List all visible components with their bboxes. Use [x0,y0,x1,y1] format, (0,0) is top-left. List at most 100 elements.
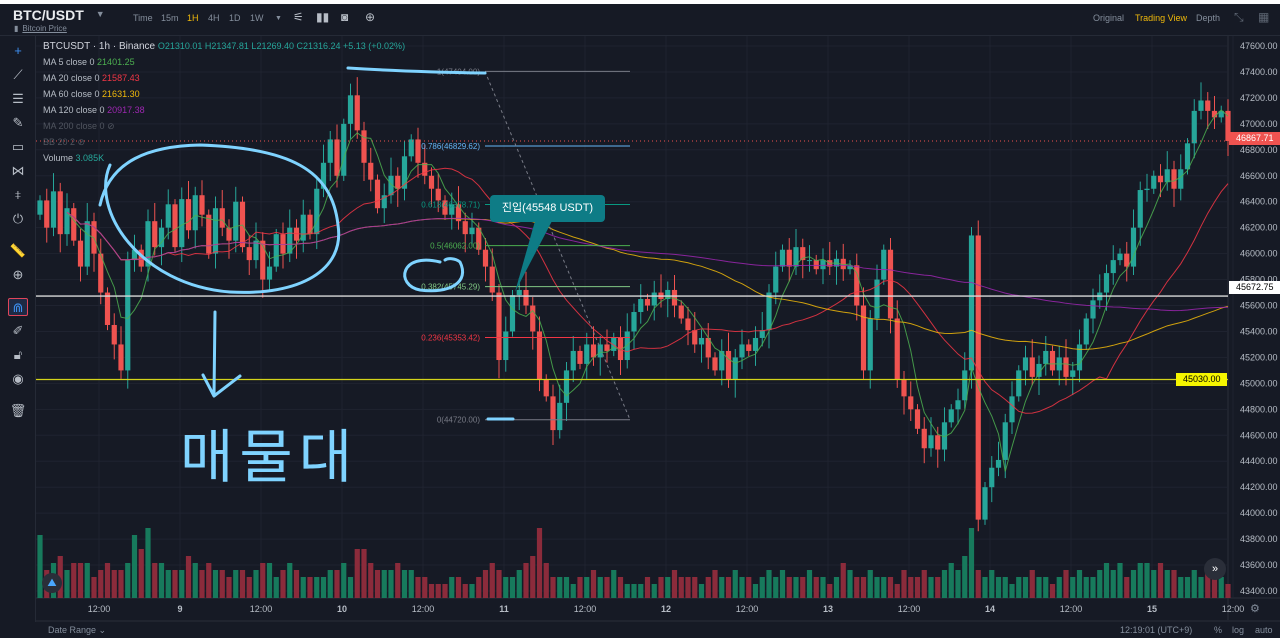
fib-level-label: 0.786(46829.62) [421,142,480,151]
timeframe-dropdown-icon[interactable]: ▼ [275,15,282,22]
candle-body [482,249,489,267]
indicators-settings-icon[interactable]: ⚟ [293,10,304,24]
pair-selector[interactable]: BTC/USDT ▼ [13,7,105,23]
candle-body [226,227,232,241]
ruler-icon[interactable]: 📏 [9,243,27,258]
candle-body [732,357,738,380]
volume-bar [1218,577,1224,598]
view-depth[interactable]: Depth [1196,13,1221,23]
volume-bar [320,577,327,598]
percent-toggle[interactable]: % [1214,625,1223,635]
log-toggle[interactable]: log [1232,625,1245,635]
candle-body [604,344,610,351]
date-range-button[interactable]: Date Range ⌄ [48,625,107,635]
candle-body [233,201,239,241]
candle-body [172,204,178,248]
volume-bar [975,570,981,598]
y-tick-label: 44600.00 [1240,430,1278,440]
volume-bar [671,570,678,598]
volume-bar [1063,570,1069,598]
candle-body [584,344,590,364]
x-tick-label: 12:00 [1060,604,1083,614]
volume-bar [388,570,394,598]
candle-body [104,292,111,325]
add-indicator-icon[interactable]: ⊕ [365,10,376,24]
candle-body [867,318,873,371]
volume-bar [489,563,495,598]
lock-icon[interactable]: 🔓︎ [13,347,23,362]
candle-type-icon[interactable]: ▮▮ [316,10,330,24]
ma-value: 21631.30 [102,89,140,99]
volume-bar [894,584,900,598]
candle-body [185,199,192,231]
tab-time[interactable]: Time [133,13,153,23]
volume-bar [354,549,360,598]
volume-bar [77,563,84,598]
volume-bar [307,577,313,598]
tab-1w[interactable]: 1W [250,13,264,23]
text-note-icon[interactable]: ▭ [11,139,25,154]
lock-drawing-icon[interactable]: ✐ [12,323,24,338]
candle-body [381,195,387,209]
y-tick-label: 43400.00 [1240,586,1278,596]
candle-body [995,459,1002,468]
auto-toggle[interactable]: auto [1255,625,1273,635]
volume-bar [1036,577,1042,598]
volume-bar [557,577,563,598]
volume-bar [1124,577,1130,598]
scroll-to-latest-button[interactable]: » [1204,558,1226,580]
y-tick-label: 44400.00 [1240,456,1278,466]
x-tick-label: 10 [337,604,347,614]
tab-1d[interactable]: 1D [229,13,241,23]
volume-bar [503,577,509,598]
camera-icon[interactable]: ◙ [341,10,349,24]
ma-label: MA 20 close 0 [43,73,100,83]
volume-bar [111,570,117,598]
volume-bar [192,563,198,598]
info-icon: ▮ [14,24,19,33]
volume-bar [617,577,624,598]
candle-body [624,331,630,361]
eye-slash-icon[interactable]: ⊘ [77,137,86,147]
candle-body [597,344,603,358]
candle-body [1205,100,1211,111]
volume-bar [604,577,610,598]
magnet-icon[interactable]: ⋒ [8,298,28,316]
zoom-in-icon[interactable]: ⊕ [12,267,24,282]
brush-icon[interactable]: ✎ [12,115,24,130]
pattern-icon[interactable]: ⋈ [11,163,25,178]
candle-body [503,331,509,361]
candle-body [820,260,826,270]
candle-body [341,123,347,176]
candle-body [557,402,563,431]
eye-slash-icon[interactable]: ⊘ [107,121,115,131]
tab-1h[interactable]: 1H [187,13,199,23]
tab-4h[interactable]: 4H [208,13,220,23]
grid-layout-icon[interactable]: ▦ [1258,10,1270,24]
volume-bar [766,570,772,598]
volume-bar [874,577,880,598]
volume-bar [482,570,489,598]
candle-body [786,249,792,267]
handwritten-ellipse [98,143,341,294]
candle-body [1009,396,1015,423]
bitcoin-price-link[interactable]: Bitcoin Price [22,24,67,33]
tab-15m[interactable]: 15m [161,13,179,23]
eye-icon[interactable]: ◉ [12,371,24,386]
trendline-icon[interactable]: ⟋ [13,67,23,82]
view-trading-view[interactable]: Trading View [1135,13,1188,23]
prediction-icon[interactable]: ⧧ [14,187,22,202]
clock: 12:19:01 (UTC+9) [1120,625,1193,635]
horizontal-lines-icon[interactable]: ☰ [12,91,24,106]
candle-body [287,227,293,254]
candle-body [428,175,435,189]
crosshair-icon[interactable]: + [14,43,22,58]
volume-bar [523,563,529,598]
volume-bar [449,577,455,598]
entry-callout[interactable]: 진입(45548 USDT) [490,195,605,222]
trash-icon[interactable]: 🗑︎ [9,403,27,418]
collapse-icon[interactable]: ⤡ [1234,10,1244,24]
view-original[interactable]: Original [1093,13,1125,23]
power-icon[interactable]: ⏻ [12,211,24,226]
